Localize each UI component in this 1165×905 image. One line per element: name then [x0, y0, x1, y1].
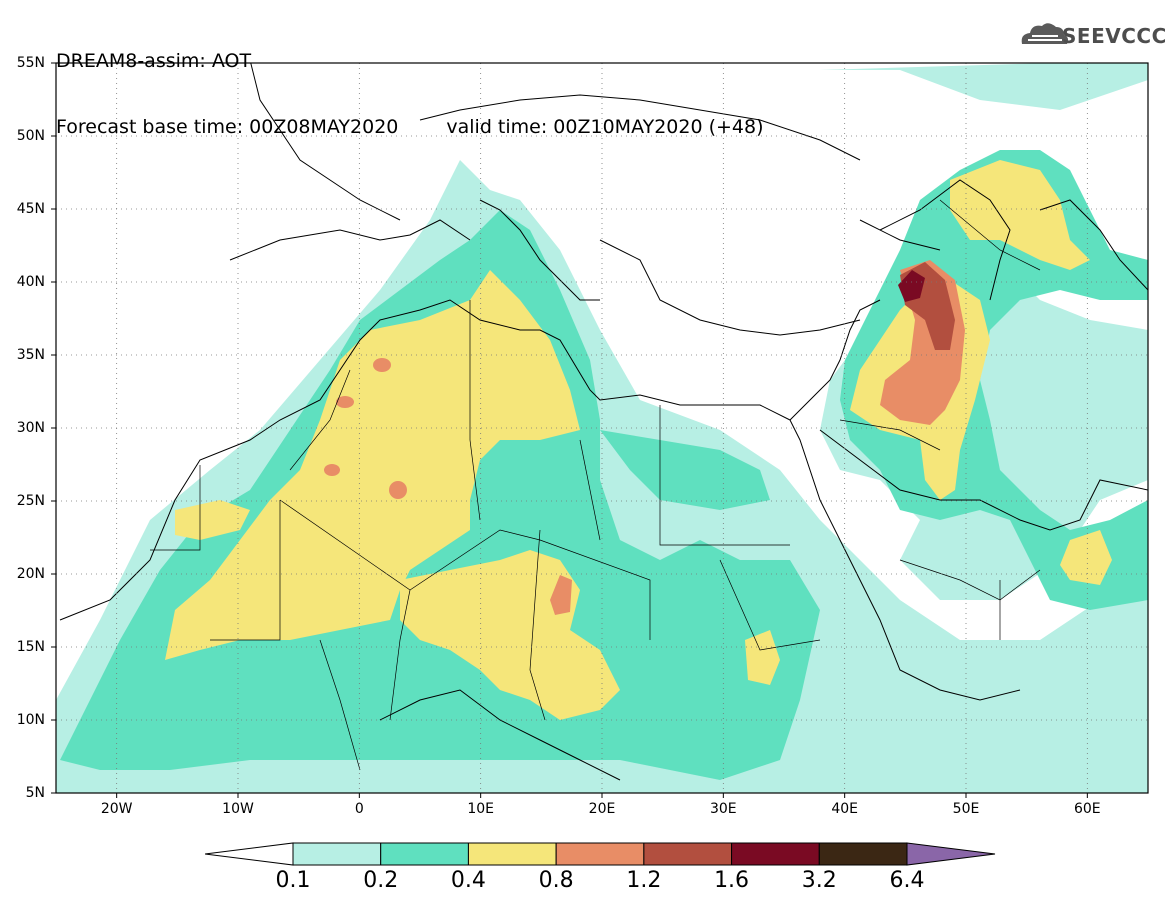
colorbar-level-label: 1.6	[714, 868, 750, 893]
colorbar-segment	[643, 842, 733, 866]
lon-tick-label: 30E	[709, 801, 737, 817]
lon-tick-label: 10W	[222, 801, 254, 817]
colorbar-level-label: 3.2	[801, 868, 837, 893]
colorbar-lower-extend	[205, 842, 294, 866]
gridlines	[56, 63, 1148, 793]
lon-tick-label: 0	[354, 801, 364, 817]
lat-tick-label: 5N	[25, 785, 45, 801]
colorbar	[205, 842, 996, 866]
colorbar-segment	[380, 842, 469, 866]
coastlines	[59, 63, 1148, 781]
axis-ticks	[51, 62, 1088, 798]
colorbar-upper-extend	[906, 842, 996, 866]
lat-tick-label: 30N	[16, 420, 45, 436]
colorbar-level-label: 6.4	[889, 868, 925, 893]
lon-tick-label: 60E	[1073, 801, 1101, 817]
colorbar-segment	[555, 842, 645, 866]
country-borders	[150, 199, 1041, 771]
logo-text: SEEVCCC	[1062, 24, 1165, 48]
valid-time-label: valid time: 00Z10MAY2020 (+48)	[446, 116, 764, 138]
colorbar-segment	[467, 842, 557, 866]
lat-tick-label: 35N	[16, 347, 45, 363]
colorbar-segment	[818, 842, 908, 866]
map-title: DREAM8-assim: AOT Forecast base time: 00…	[56, 6, 764, 160]
colorbar-level-label: 0.1	[275, 868, 311, 893]
colorbar-level-label: 0.4	[450, 868, 486, 893]
title-line1: DREAM8-assim: AOT	[56, 50, 252, 72]
colorbar-level-label: 0.2	[363, 868, 399, 893]
lon-tick-label: 20E	[588, 801, 616, 817]
lat-tick-label: 10N	[16, 712, 45, 728]
lon-tick-label: 40E	[831, 801, 858, 817]
lat-tick-label: 15N	[16, 639, 45, 655]
lon-tick-label: 10E	[467, 801, 494, 817]
lat-tick-label: 45N	[16, 201, 45, 217]
colorbar-segment	[292, 842, 382, 866]
lon-tick-label: 20W	[100, 801, 133, 817]
base-time-label: Forecast base time: 00Z08MAY2020	[56, 116, 399, 138]
lat-tick-label: 25N	[16, 493, 45, 509]
lat-tick-label: 55N	[16, 55, 45, 71]
colorbar-level-label: 0.8	[538, 868, 574, 893]
lon-tick-label: 50E	[952, 801, 980, 817]
colorbar-level-label: 1.2	[626, 868, 662, 893]
aot-level-1.6-area	[898, 270, 925, 302]
lat-tick-label: 20N	[16, 566, 45, 582]
lat-tick-label: 50N	[16, 128, 45, 144]
lat-tick-label: 40N	[16, 274, 45, 290]
cloud-icon	[1021, 23, 1068, 44]
title-line2: Forecast base time: 00Z08MAY2020 valid ti…	[56, 116, 764, 138]
colorbar-segment	[731, 842, 820, 866]
